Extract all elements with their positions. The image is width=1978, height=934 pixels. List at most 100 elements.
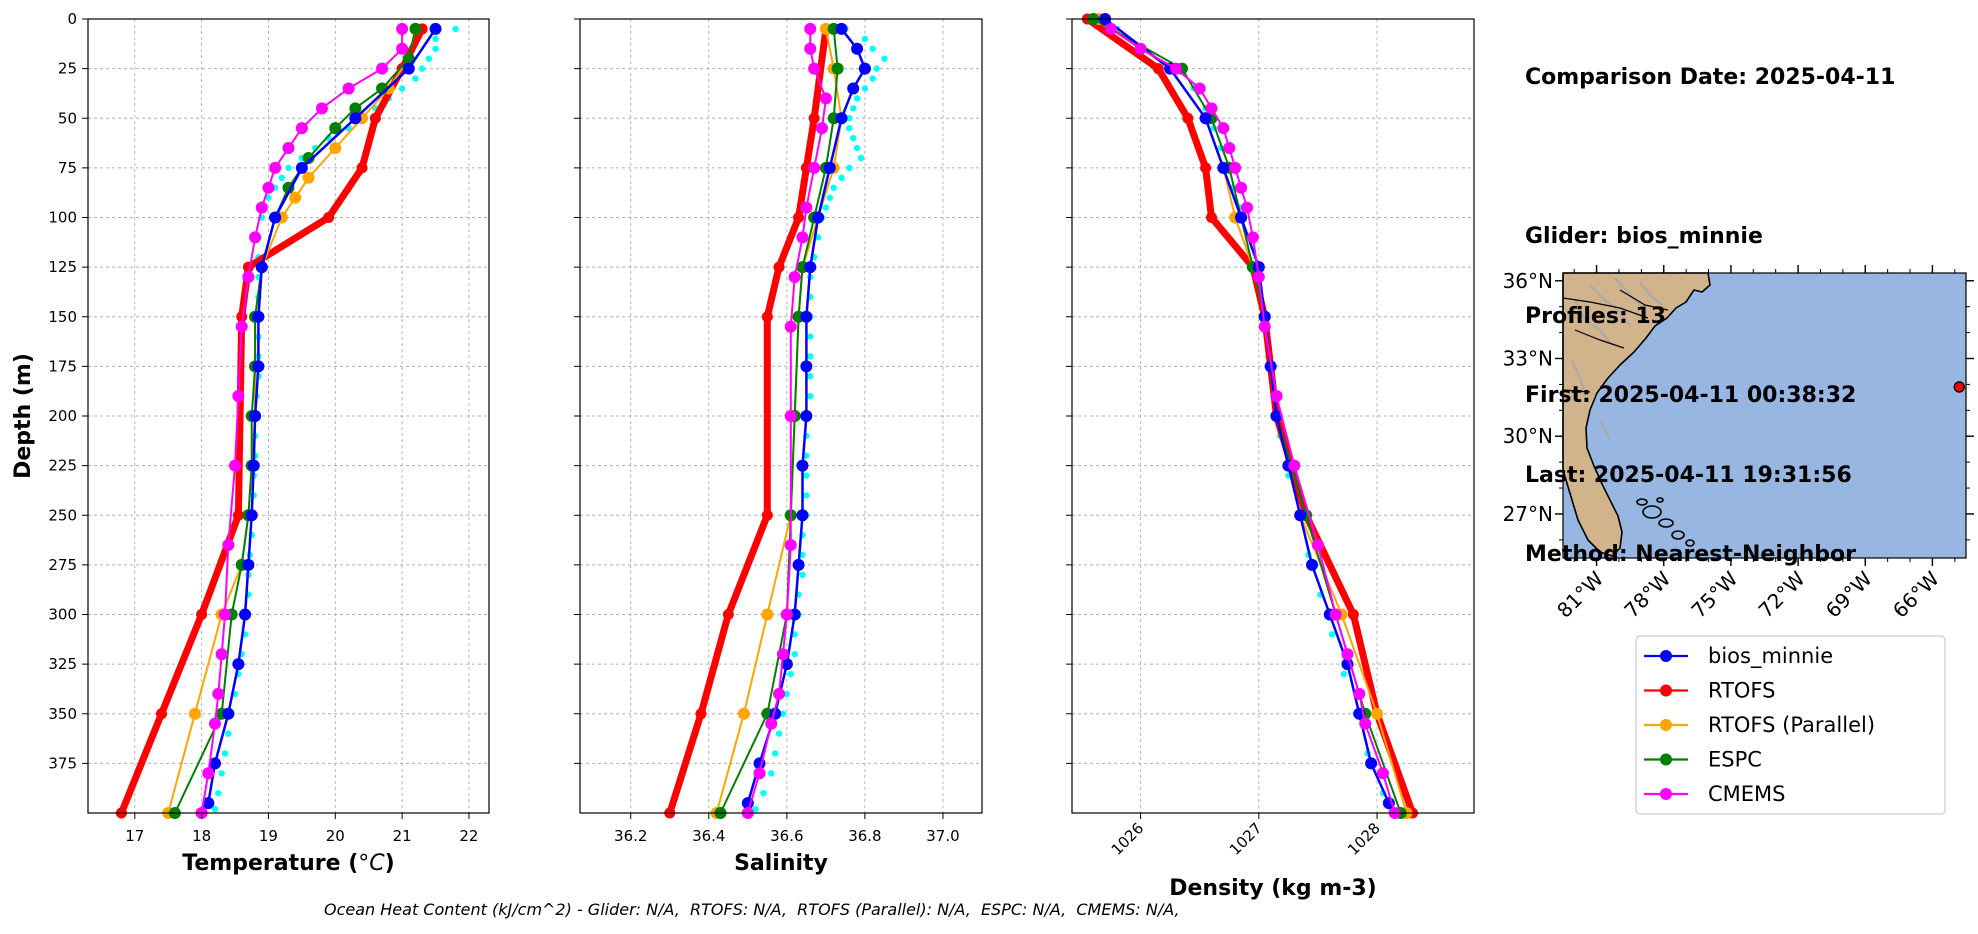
y-tick-label: 275	[48, 556, 77, 574]
series-marker	[1229, 161, 1242, 174]
series-marker	[1311, 539, 1324, 552]
series-marker	[808, 161, 821, 174]
legend-marker	[1660, 684, 1672, 697]
island	[1685, 539, 1695, 547]
series-marker	[800, 410, 813, 422]
profile-count: Profiles: 13	[1525, 303, 1667, 329]
scatter-point	[398, 85, 406, 92]
island	[1636, 498, 1648, 506]
series-marker	[1288, 459, 1301, 472]
series-marker	[796, 459, 809, 472]
scatter-point	[861, 85, 869, 92]
series-marker	[792, 558, 805, 571]
series-marker	[800, 310, 813, 323]
scatter-point	[846, 115, 853, 122]
series-marker	[695, 708, 707, 720]
profile-panels: 17 18 19 20 21 22 0 25 50 75 100 125 150 175 200 225 250…	[11, 10, 1475, 901]
series-marker	[356, 162, 368, 174]
series-marker	[269, 161, 282, 174]
location-map: 36°N33°N30°N27°N81°W 78°W 75°W 72°W 69°W 66°W	[1503, 265, 1974, 623]
x-axis-label: Temperature (°C)	[182, 851, 394, 876]
state-border	[1574, 329, 1625, 349]
series-marker	[329, 122, 342, 135]
scatter-point	[850, 105, 857, 112]
scatter-point	[826, 194, 833, 201]
lat-label: 33°N	[1503, 347, 1553, 371]
series-marker	[784, 410, 797, 422]
x-tick-label: 37.0	[926, 827, 959, 845]
series-marker	[819, 92, 832, 105]
series-marker	[793, 212, 805, 223]
glider-name: Glider: bios_minnie	[1525, 224, 1763, 249]
series-marker	[1371, 707, 1384, 720]
scatter-point	[218, 770, 225, 777]
series-marker	[784, 320, 797, 333]
y-tick-label: 325	[48, 655, 77, 673]
scatter-point	[775, 730, 783, 737]
series-marker	[1170, 62, 1183, 75]
series-marker	[761, 311, 773, 323]
scatter-point	[211, 805, 219, 813]
series-marker	[236, 311, 248, 323]
y-ticks	[574, 18, 580, 764]
scatter-point	[807, 353, 814, 360]
state-border	[1562, 389, 1591, 393]
x-axis-label: Salinity	[734, 851, 828, 876]
river	[1599, 419, 1611, 441]
y-tick-label: 225	[48, 457, 77, 475]
series-marker	[302, 151, 315, 164]
series-line	[666, 25, 830, 817]
legend-item-rtofs-parallel: RTOFS (Parallel)	[1644, 713, 1875, 737]
series-marker	[1217, 122, 1230, 135]
series-marker	[831, 62, 844, 75]
series-marker	[835, 22, 848, 35]
scatter-point	[807, 392, 814, 400]
series-marker	[823, 161, 836, 174]
series-marker	[252, 360, 265, 373]
y-tick-label: 100	[48, 209, 77, 227]
series-marker	[796, 231, 809, 244]
series-marker	[202, 797, 215, 810]
series-marker	[812, 211, 825, 224]
series-marker	[242, 261, 254, 273]
series-marker	[776, 648, 789, 661]
series-marker	[282, 142, 295, 155]
series-cmems	[195, 22, 409, 819]
x-tick-label: 20	[326, 827, 345, 845]
scatter-point	[771, 750, 779, 757]
series-marker	[222, 707, 235, 720]
x-tick-label: 18	[192, 827, 211, 845]
series-marker	[808, 62, 821, 75]
scatter-point	[799, 551, 806, 559]
series-marker	[376, 62, 389, 75]
island	[1642, 505, 1662, 519]
series-marker	[1152, 63, 1164, 75]
legend-label: RTOFS (Parallel)	[1708, 713, 1875, 737]
series-marker	[242, 558, 255, 571]
map-frame	[1562, 272, 1967, 559]
scatter-point	[1340, 670, 1348, 678]
scatter-point	[857, 154, 865, 162]
legend-label: ESPC	[1708, 748, 1762, 772]
series-marker	[784, 539, 797, 552]
series-marker	[808, 112, 820, 124]
series-marker	[329, 142, 342, 155]
series-marker	[323, 212, 335, 223]
series-marker	[1376, 767, 1389, 780]
series-marker	[232, 509, 244, 521]
grid	[88, 18, 489, 813]
lat-label: 27°N	[1503, 502, 1553, 526]
x-axis-label-unit: °C	[358, 851, 385, 876]
scatter-point	[760, 789, 767, 797]
series-line	[117, 25, 426, 817]
legend-item-bios-minnie: bios_minnie	[1644, 644, 1833, 669]
x-tick-label: 1027	[1226, 819, 1266, 859]
series-marker	[249, 410, 262, 422]
series-marker	[208, 717, 221, 730]
series-line	[173, 27, 417, 814]
x-axis-label-main: Temperature (	[182, 851, 358, 876]
series-marker	[804, 22, 817, 35]
river	[1639, 281, 1663, 306]
series-marker	[295, 161, 308, 174]
